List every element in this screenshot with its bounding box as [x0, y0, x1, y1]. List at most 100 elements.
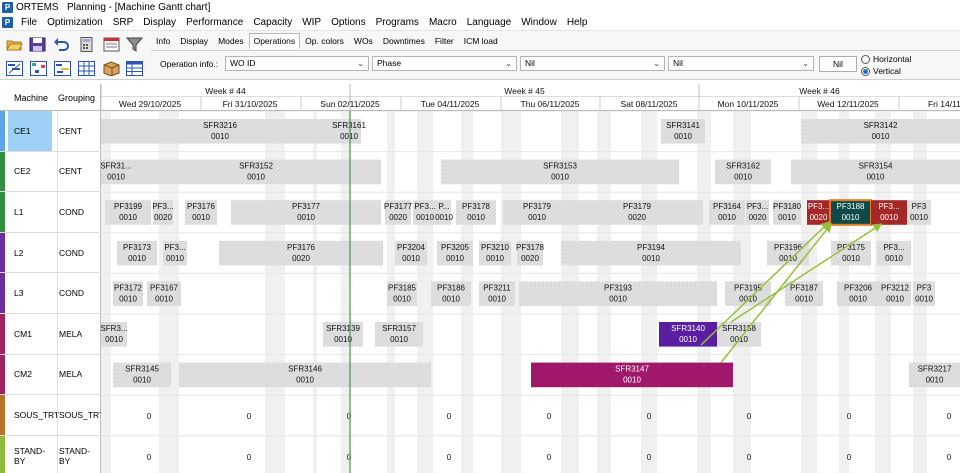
operation-bar[interactable]	[179, 362, 431, 388]
tab-downtimes[interactable]: Downtimes	[382, 36, 425, 46]
menu-srp[interactable]: SRP	[112, 16, 134, 28]
machine-row-l1[interactable]: L1 COND	[0, 192, 101, 233]
operation-bar[interactable]	[431, 281, 471, 306]
operation-bar[interactable]	[503, 200, 571, 225]
machine-row-ce1[interactable]: CE1 CENT	[0, 111, 101, 152]
operation-bar[interactable]	[413, 200, 437, 225]
operation-bar[interactable]	[323, 322, 363, 347]
operation-bar[interactable]	[456, 200, 496, 225]
machine-row-l3[interactable]: L3 COND	[0, 273, 101, 314]
operation-bar[interactable]	[791, 159, 960, 185]
nil-button[interactable]: Nil	[819, 56, 857, 72]
operation-info-select-4[interactable]: Nil ⌄	[668, 56, 814, 71]
open-folder-icon[interactable]	[4, 35, 24, 54]
tab-info[interactable]: Info	[156, 36, 171, 46]
operation-info-select-2[interactable]: Phase ⌄	[372, 56, 517, 71]
operation-bar[interactable]	[746, 200, 769, 225]
operation-bar[interactable]	[571, 200, 703, 225]
tab-display[interactable]: Display	[180, 36, 209, 46]
radio-vertical[interactable]: Vertical	[861, 66, 901, 76]
operation-bar[interactable]	[661, 119, 705, 144]
operation-bar[interactable]	[147, 281, 181, 306]
menu-wip[interactable]: WIP	[302, 16, 322, 28]
sheet-list-icon[interactable]	[101, 35, 121, 54]
operation-bar[interactable]	[105, 200, 151, 225]
operation-bar[interactable]	[709, 200, 745, 225]
menu-programs[interactable]: Programs	[375, 16, 419, 28]
machine-row-stand-by[interactable]: STAND-BY STAND-BY	[0, 435, 101, 473]
operation-bar[interactable]	[337, 119, 361, 144]
menu-macro[interactable]: Macro	[428, 16, 457, 28]
menu-performance[interactable]: Performance	[186, 16, 244, 28]
operation-bar[interactable]	[101, 159, 131, 185]
operation-bar[interactable]	[517, 240, 543, 266]
machine-row-cm1[interactable]: CM1 MELA	[0, 314, 101, 355]
operation-bar[interactable]	[773, 200, 801, 225]
grouping-column-header[interactable]: Grouping	[58, 93, 96, 103]
calculator-icon[interactable]	[76, 35, 96, 54]
operation-bar[interactable]	[519, 281, 717, 306]
operation-bar[interactable]	[879, 281, 911, 306]
operation-bar[interactable]	[375, 322, 423, 347]
gantt-view-icon[interactable]	[4, 59, 24, 78]
operation-bar[interactable]	[117, 240, 157, 266]
gantt-canvas[interactable]: Week # 44 Week # 45 Week # 46 Wed 29/10/202…	[101, 84, 960, 473]
operation-bar[interactable]	[163, 240, 187, 266]
filter-icon[interactable]	[124, 35, 144, 54]
operation-bar[interactable]	[113, 362, 171, 388]
menu-file[interactable]: File	[21, 16, 38, 28]
app-menu-icon[interactable]: P	[2, 16, 13, 28]
operation-bar[interactable]	[185, 200, 217, 225]
operation-bar[interactable]	[153, 200, 173, 225]
operation-bar[interactable]	[101, 119, 339, 144]
operation-info-select-1[interactable]: WO ID ⌄	[225, 56, 369, 71]
operation-bar[interactable]	[807, 200, 830, 225]
machine-row-l2[interactable]: L2 COND	[0, 232, 101, 274]
menu-display[interactable]: Display	[143, 16, 177, 28]
operation-bar[interactable]	[801, 119, 960, 144]
undo-icon[interactable]	[51, 35, 71, 54]
operation-bar[interactable]	[913, 281, 935, 306]
operation-bar[interactable]	[387, 281, 417, 306]
operation-bar[interactable]	[479, 281, 515, 306]
menu-options[interactable]: Options	[331, 16, 366, 28]
operation-bar[interactable]	[785, 281, 823, 306]
machine-column-header[interactable]: Machine	[14, 93, 49, 103]
operation-bar[interactable]	[907, 200, 931, 225]
operation-bar[interactable]	[479, 240, 511, 266]
operation-bar[interactable]	[715, 159, 771, 185]
machine-row-ce2[interactable]: CE2 CENT	[0, 151, 101, 193]
operation-bar[interactable]	[871, 200, 907, 225]
tab-op-colors[interactable]: Op. colors	[305, 36, 344, 46]
operation-bar[interactable]	[113, 281, 143, 306]
menu-language[interactable]: Language	[466, 16, 512, 28]
menu-optimization[interactable]: Optimization	[47, 16, 103, 28]
operation-bar[interactable]	[231, 200, 381, 225]
menu-capacity[interactable]: Capacity	[253, 16, 293, 28]
table-alt-icon[interactable]	[124, 59, 144, 78]
operation-bar[interactable]	[101, 322, 127, 347]
operation-bar[interactable]	[561, 240, 741, 266]
operation-bar[interactable]	[531, 362, 733, 388]
operation-bar[interactable]	[829, 199, 872, 226]
operation-info-select-3[interactable]: Nil ⌄	[520, 56, 665, 71]
operation-bar[interactable]	[877, 240, 911, 266]
operation-bar[interactable]	[441, 159, 679, 185]
operation-bar[interactable]	[717, 322, 761, 347]
menu-help[interactable]: Help	[566, 16, 588, 28]
tab-icm-load[interactable]: ICM load	[463, 36, 498, 46]
tab-wos[interactable]: WOs	[353, 36, 373, 46]
tab-filter[interactable]: Filter	[434, 36, 454, 46]
machine-row-cm2[interactable]: CM2 MELA	[0, 354, 101, 396]
operation-bar[interactable]	[395, 240, 427, 266]
menu-window[interactable]: Window	[521, 16, 557, 28]
save-icon[interactable]	[27, 35, 47, 54]
table-view-icon[interactable]	[52, 59, 72, 78]
operation-bar[interactable]	[437, 200, 451, 225]
tab-modes[interactable]: Modes	[218, 36, 244, 46]
tab-operations[interactable]: Operations	[248, 33, 301, 49]
network-view-icon[interactable]	[28, 59, 48, 78]
grid-view-icon[interactable]	[76, 59, 96, 78]
operation-bar[interactable]	[659, 322, 717, 347]
operation-bar[interactable]	[385, 200, 411, 225]
